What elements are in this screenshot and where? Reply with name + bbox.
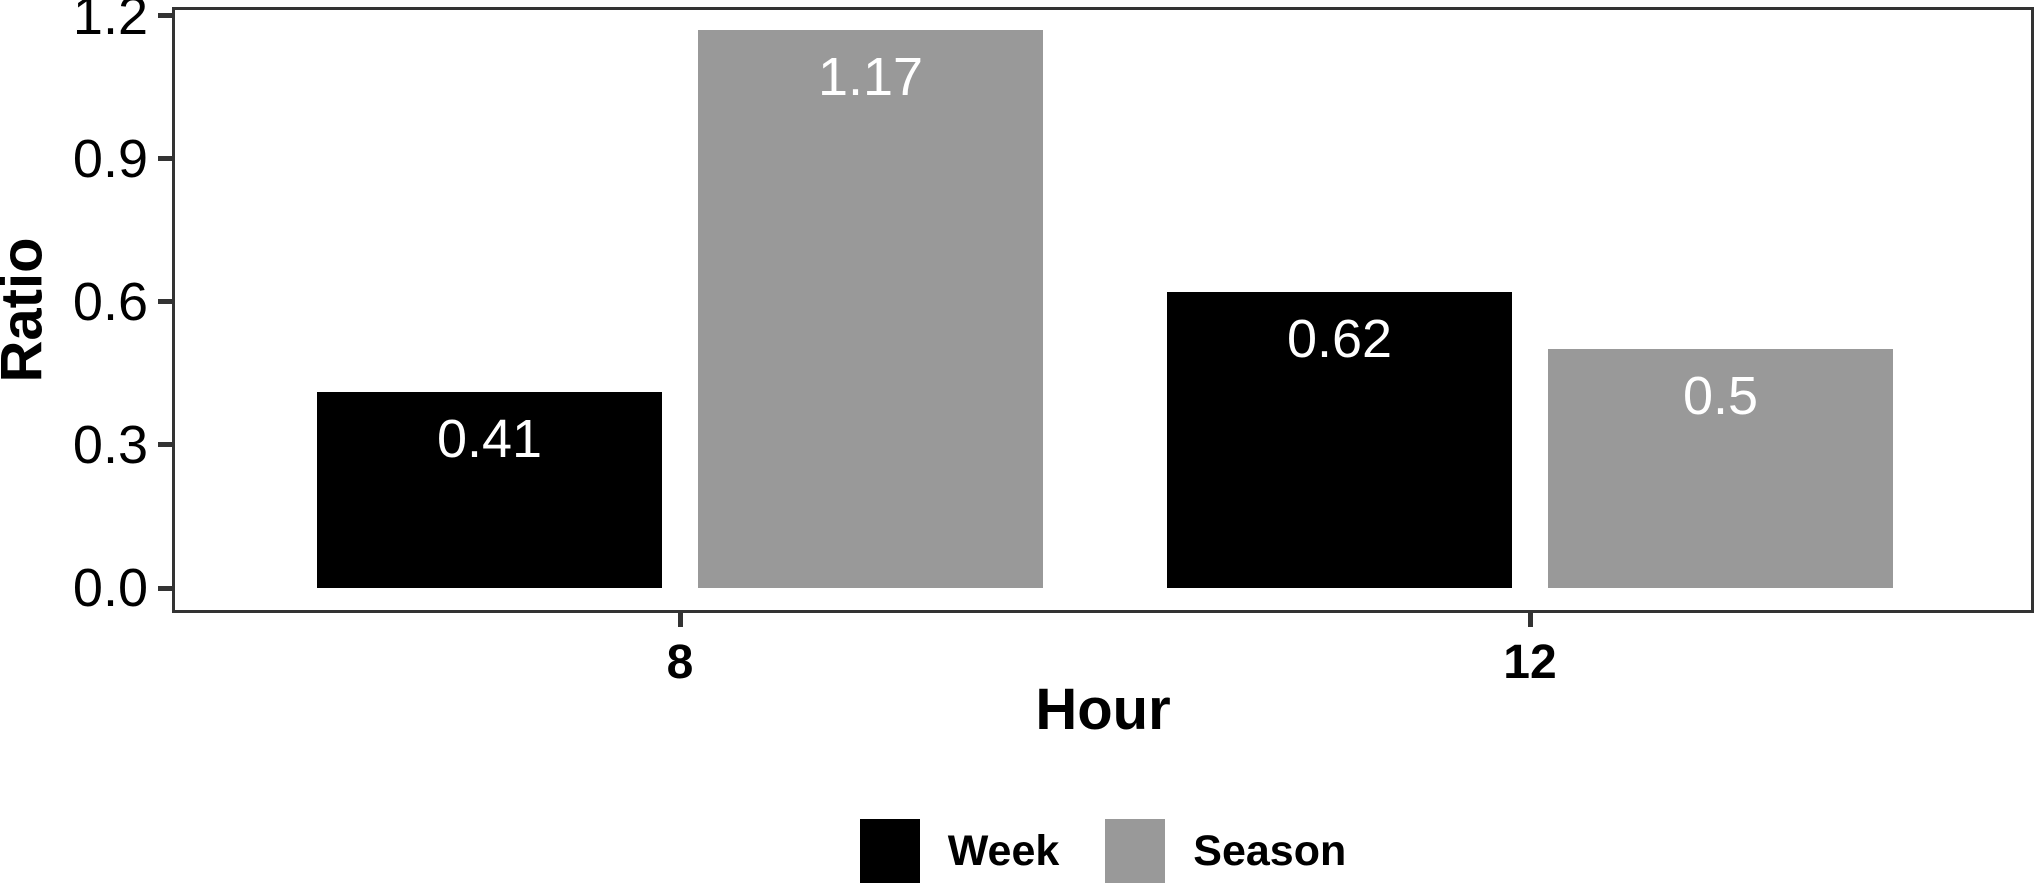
- bar-value-label: 0.41: [436, 409, 543, 469]
- legend-item-season: Season: [1105, 819, 1346, 883]
- y-tick-label: 1.2: [72, 0, 148, 46]
- legend: Week Season: [172, 816, 2034, 886]
- bar-value-label: 0.62: [1286, 309, 1393, 369]
- legend-swatch-week: [859, 819, 920, 883]
- y-tick-mark: [158, 585, 172, 591]
- plot-panel: 0.41 1.17 0.62 0.5: [172, 7, 2034, 613]
- y-tick-label: 0.0: [72, 558, 148, 618]
- x-tick-mark: [677, 613, 683, 627]
- y-tick-label: 0.9: [72, 128, 148, 189]
- y-tick-mark: [158, 299, 172, 305]
- y-tick-label: 0.6: [72, 271, 148, 332]
- x-tick-label: 12: [1503, 636, 1557, 689]
- bar-week-12: 0.62: [1167, 292, 1512, 588]
- bar-season-8: 1.17: [698, 30, 1043, 588]
- y-tick-mark: [158, 442, 172, 448]
- legend-item-week: Week: [859, 819, 1060, 883]
- y-tick-mark: [158, 13, 172, 19]
- legend-swatch-season: [1105, 819, 1166, 883]
- bar-week-8: 0.41: [317, 392, 662, 588]
- x-tick-mark: [1527, 613, 1533, 627]
- x-axis-title: Hour: [1035, 677, 1171, 742]
- legend-label: Week: [947, 827, 1060, 875]
- bar-value-label: 0.5: [1682, 366, 1759, 426]
- bar-season-12: 0.5: [1548, 349, 1893, 588]
- y-tick-label: 0.3: [72, 414, 148, 475]
- bar-value-label: 1.17: [817, 47, 924, 107]
- y-tick-mark: [158, 156, 172, 162]
- legend-label: Season: [1193, 827, 1347, 875]
- bars-layer: 0.41 1.17 0.62 0.5: [175, 10, 2031, 610]
- x-tick-label: 8: [666, 636, 694, 689]
